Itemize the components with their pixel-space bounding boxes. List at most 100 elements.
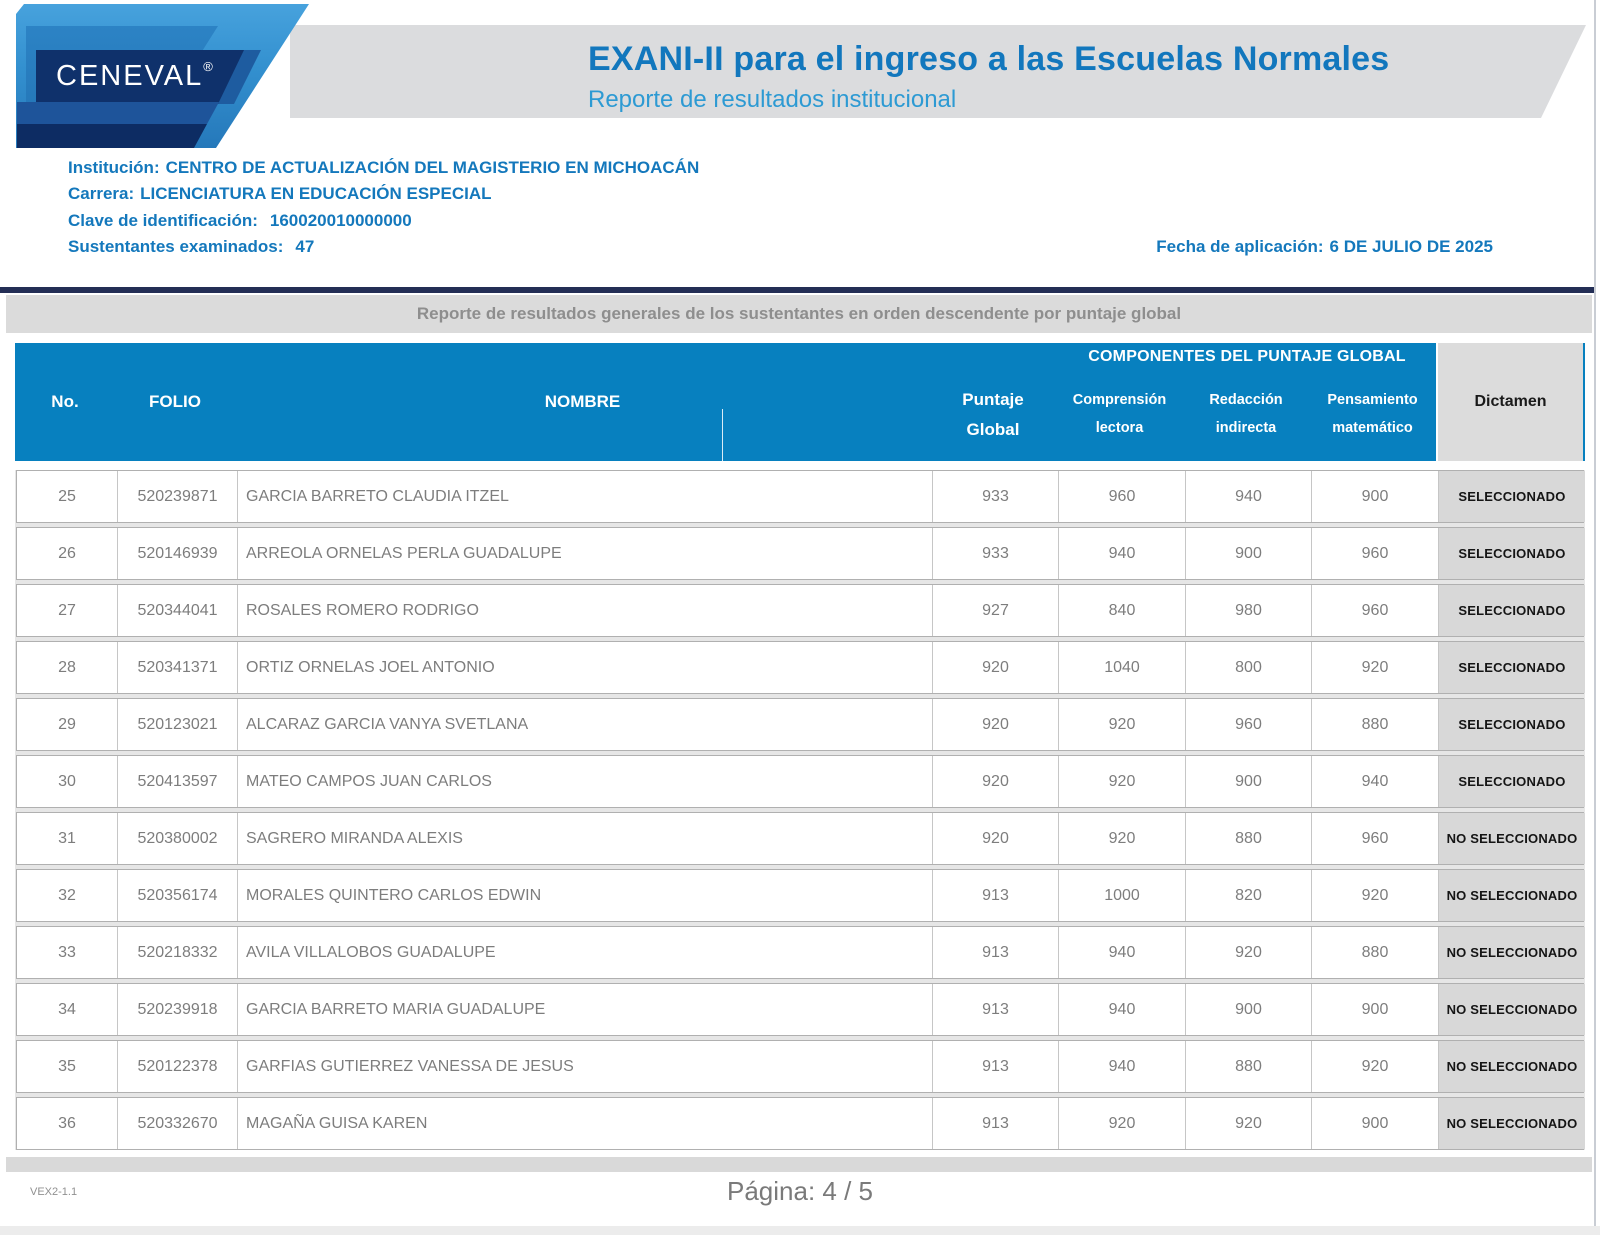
cell-pensamiento-matematico: 900 bbox=[1311, 1098, 1438, 1149]
cell-pensamiento-matematico: 920 bbox=[1311, 642, 1438, 693]
table-bottom-band bbox=[6, 1157, 1592, 1172]
cell-nombre: AVILA VILLALOBOS GUADALUPE bbox=[237, 927, 932, 978]
cell-redaccion-indirecta: 820 bbox=[1185, 870, 1311, 921]
cell-pensamiento-matematico: 960 bbox=[1311, 813, 1438, 864]
cell-folio: 520356174 bbox=[117, 870, 237, 921]
col-header-comprension-lectora: Comprensión lectora bbox=[1072, 392, 1167, 436]
cell-nombre: ARREOLA ORNELAS PERLA GUADALUPE bbox=[237, 528, 932, 579]
cell-nombre: MAGAÑA GUISA KAREN bbox=[237, 1098, 932, 1149]
cell-folio: 520218332 bbox=[117, 927, 237, 978]
cell-nombre: GARCIA BARRETO CLAUDIA ITZEL bbox=[237, 471, 932, 522]
cell-pensamiento-matematico: 900 bbox=[1311, 471, 1438, 522]
col-header-puntaje-global: Puntaje Global bbox=[962, 390, 1024, 439]
cell-nombre: SAGRERO MIRANDA ALEXIS bbox=[237, 813, 932, 864]
cell-redaccion-indirecta: 920 bbox=[1185, 927, 1311, 978]
page-subtitle: Reporte de resultados institucional bbox=[588, 86, 957, 113]
sustentantes-label: Sustentantes examinados: bbox=[68, 237, 284, 256]
table-row: 30 520413597 MATEO CAMPOS JUAN CARLOS 92… bbox=[16, 755, 1585, 808]
cell-redaccion-indirecta: 800 bbox=[1185, 642, 1311, 693]
cell-pensamiento-matematico: 880 bbox=[1311, 699, 1438, 750]
cell-folio: 520341371 bbox=[117, 642, 237, 693]
cell-puntaje-global: 913 bbox=[932, 927, 1058, 978]
cell-puntaje-global: 933 bbox=[932, 471, 1058, 522]
table-row: 28 520341371 ORTIZ ORNELAS JOEL ANTONIO … bbox=[16, 641, 1585, 694]
cell-dictamen: SELECCIONADO bbox=[1438, 642, 1585, 693]
cell-pensamiento-matematico: 960 bbox=[1311, 528, 1438, 579]
logo-band-dark bbox=[17, 124, 207, 148]
cell-no: 34 bbox=[58, 1000, 76, 1018]
cell-comprension-lectora: 940 bbox=[1058, 984, 1185, 1035]
cell-comprension-lectora: 1040 bbox=[1058, 642, 1185, 693]
cell-puntaje-global: 920 bbox=[932, 813, 1058, 864]
cell-puntaje-global: 920 bbox=[932, 756, 1058, 807]
cell-folio: 520344041 bbox=[117, 585, 237, 636]
cell-folio: 520146939 bbox=[117, 528, 237, 579]
cell-no: 32 bbox=[58, 886, 76, 904]
cell-redaccion-indirecta: 900 bbox=[1185, 756, 1311, 807]
cell-pensamiento-matematico: 900 bbox=[1311, 984, 1438, 1035]
cell-no: 31 bbox=[58, 829, 76, 847]
cell-dictamen: NO SELECCIONADO bbox=[1438, 927, 1585, 978]
table-row: 32 520356174 MORALES QUINTERO CARLOS EDW… bbox=[16, 869, 1585, 922]
cell-comprension-lectora: 940 bbox=[1058, 1041, 1185, 1092]
info-carrera: Carrera: LICENCIATURA EN EDUCACIÓN ESPECI… bbox=[68, 184, 492, 204]
cell-dictamen: SELECCIONADO bbox=[1438, 585, 1585, 636]
cell-nombre: ROSALES ROMERO RODRIGO bbox=[237, 585, 932, 636]
col-header-no: No. bbox=[51, 392, 79, 411]
cell-no: 25 bbox=[58, 487, 76, 505]
cell-no: 36 bbox=[58, 1114, 76, 1132]
cell-comprension-lectora: 920 bbox=[1058, 813, 1185, 864]
cell-dictamen: NO SELECCIONADO bbox=[1438, 984, 1585, 1035]
cell-no: 26 bbox=[58, 544, 76, 562]
registered-mark: ® bbox=[203, 59, 213, 74]
cell-comprension-lectora: 920 bbox=[1058, 699, 1185, 750]
cell-nombre: GARFIAS GUTIERREZ VANESSA DE JESUS bbox=[237, 1041, 932, 1092]
table-row: 27 520344041 ROSALES ROMERO RODRIGO 927 … bbox=[16, 584, 1585, 637]
cell-redaccion-indirecta: 980 bbox=[1185, 585, 1311, 636]
info-clave: Clave de identificación: 160020010000000 bbox=[68, 211, 412, 231]
fecha-label: Fecha de aplicación: bbox=[1156, 237, 1324, 256]
institucion-value: CENTRO DE ACTUALIZACIÓN DEL MAGISTERIO E… bbox=[165, 158, 700, 177]
cell-puntaje-global: 933 bbox=[932, 528, 1058, 579]
group-header-componentes: COMPONENTES DEL PUNTAJE GLOBAL bbox=[1088, 348, 1406, 365]
table-header: No. FOLIO NOMBRE Puntaje Global Comprensi… bbox=[15, 343, 1585, 461]
page-number: Página: 4 / 5 bbox=[727, 1176, 873, 1206]
cell-puntaje-global: 913 bbox=[932, 1041, 1058, 1092]
cell-redaccion-indirecta: 900 bbox=[1185, 984, 1311, 1035]
cell-dictamen: NO SELECCIONADO bbox=[1438, 1098, 1585, 1149]
table-row: 25 520239871 GARCIA BARRETO CLAUDIA ITZE… bbox=[16, 470, 1585, 523]
cell-no: 33 bbox=[58, 943, 76, 961]
cell-pensamiento-matematico: 920 bbox=[1311, 870, 1438, 921]
header-banner bbox=[290, 25, 1586, 118]
col-header-dictamen: Dictamen bbox=[1436, 343, 1583, 461]
cell-pensamiento-matematico: 940 bbox=[1311, 756, 1438, 807]
page-title: EXANI-II para el ingreso a las Escuelas … bbox=[588, 40, 1390, 78]
cell-nombre: MATEO CAMPOS JUAN CARLOS bbox=[237, 756, 932, 807]
logo-namebox-shape bbox=[36, 50, 244, 104]
table-row: 29 520123021 ALCARAZ GARCIA VANYA SVETLA… bbox=[16, 698, 1585, 751]
cell-redaccion-indirecta: 900 bbox=[1185, 528, 1311, 579]
cell-puntaje-global: 927 bbox=[932, 585, 1058, 636]
page-edge-line bbox=[1594, 0, 1596, 1228]
cell-comprension-lectora: 940 bbox=[1058, 927, 1185, 978]
cell-comprension-lectora: 920 bbox=[1058, 756, 1185, 807]
sustentantes-value: 47 bbox=[295, 237, 315, 256]
info-fecha: Fecha de aplicación: 6 DE JULIO DE 2025 bbox=[990, 237, 1493, 257]
cell-nombre: MORALES QUINTERO CARLOS EDWIN bbox=[237, 870, 932, 921]
header-cell-line bbox=[722, 409, 723, 461]
cell-comprension-lectora: 920 bbox=[1058, 1098, 1185, 1149]
table-row: 34 520239918 GARCIA BARRETO MARIA GUADAL… bbox=[16, 983, 1585, 1036]
cell-folio: 520239918 bbox=[117, 984, 237, 1035]
cell-comprension-lectora: 940 bbox=[1058, 528, 1185, 579]
col-header-nombre: NOMBRE bbox=[544, 392, 621, 411]
cell-redaccion-indirecta: 880 bbox=[1185, 1041, 1311, 1092]
cell-folio: 520239871 bbox=[117, 471, 237, 522]
cell-pensamiento-matematico: 880 bbox=[1311, 927, 1438, 978]
cell-puntaje-global: 913 bbox=[932, 1098, 1058, 1149]
cell-puntaje-global: 913 bbox=[932, 870, 1058, 921]
page-bottom-strip bbox=[0, 1226, 1600, 1235]
cell-dictamen: SELECCIONADO bbox=[1438, 471, 1585, 522]
fecha-value: 6 DE JULIO DE 2025 bbox=[1329, 237, 1493, 256]
carrera-label: Carrera: bbox=[68, 184, 135, 203]
cell-folio: 520380002 bbox=[117, 813, 237, 864]
